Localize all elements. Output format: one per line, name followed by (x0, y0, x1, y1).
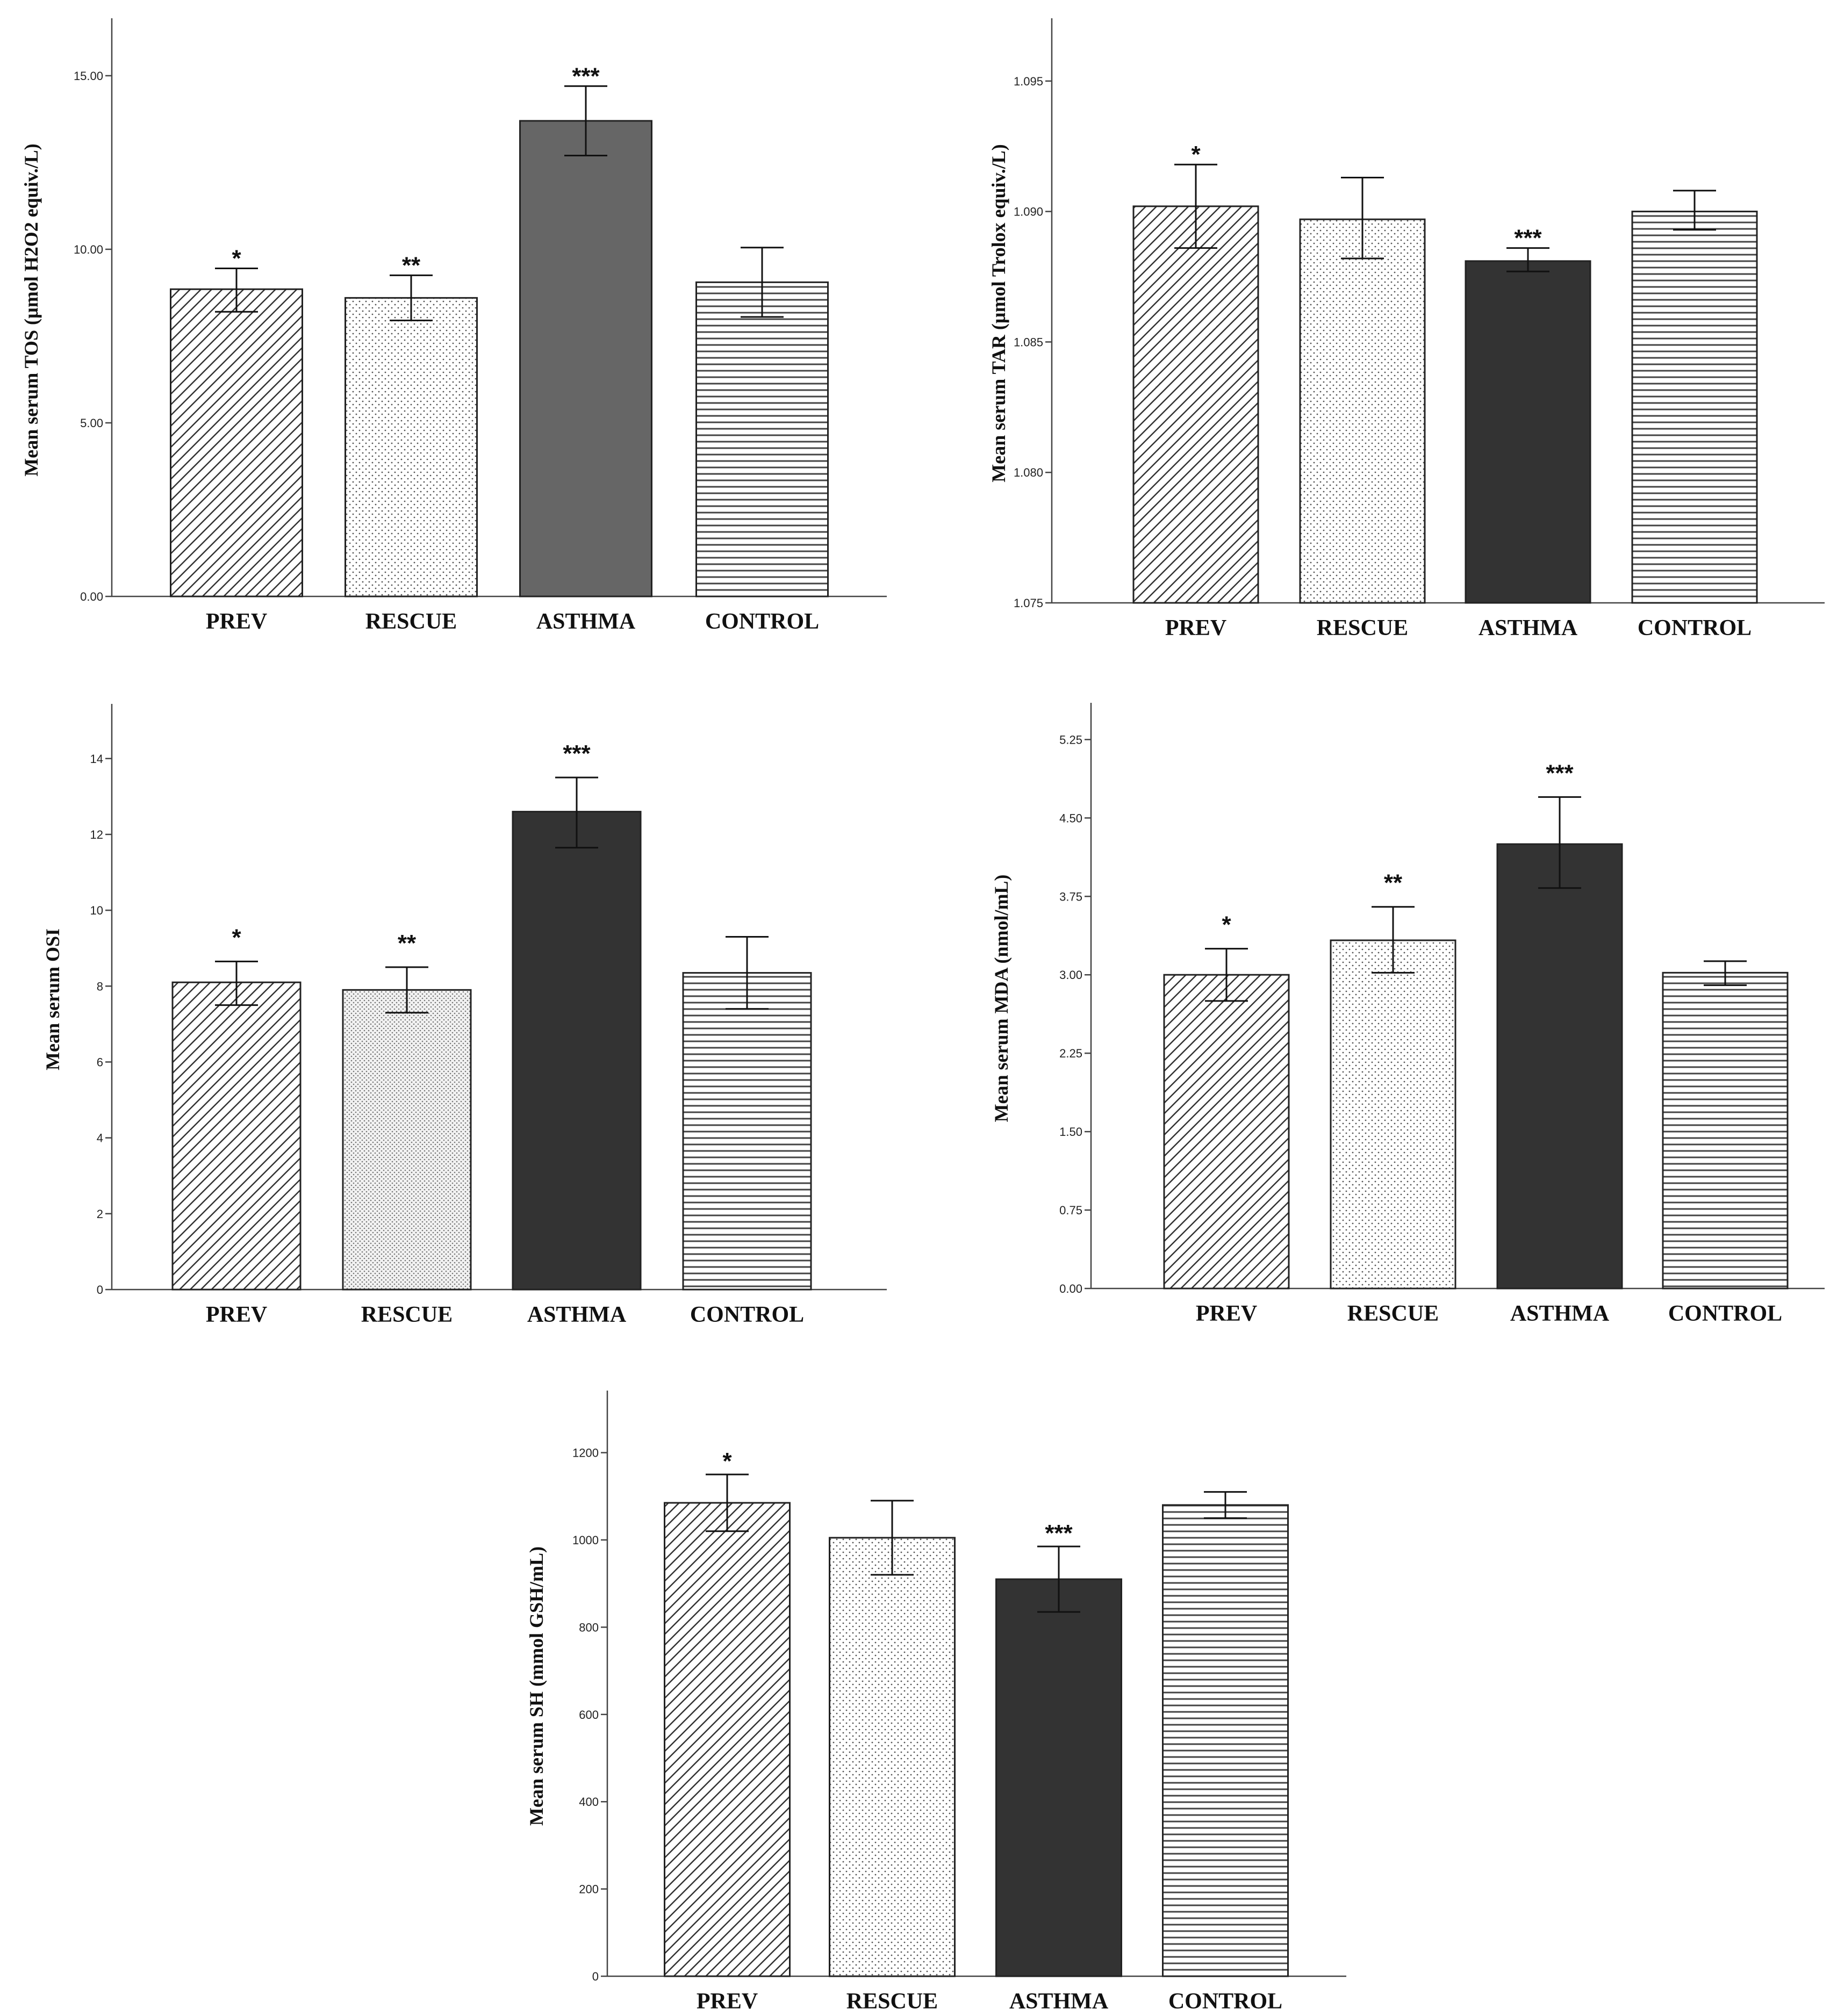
y-tick-label: 10.00 (74, 243, 103, 256)
significance-label: * (232, 245, 241, 271)
y-tick-label: 1.090 (1014, 205, 1043, 219)
y-tick-label: 2.25 (1059, 1047, 1082, 1060)
category-label-asthma: ASTHMA (1009, 1989, 1109, 2014)
y-tick-label: 6 (97, 1055, 103, 1069)
significance-label: *** (563, 740, 591, 767)
y-tick-label: 1.50 (1059, 1125, 1082, 1139)
bar-rescue (829, 1537, 956, 1977)
bar-asthma (1496, 843, 1623, 1290)
y-tick-label: 400 (579, 1795, 599, 1809)
bar-prev (1132, 205, 1259, 604)
y-tick-label: 3.75 (1059, 890, 1082, 903)
y-tick-label: 10 (90, 904, 103, 917)
y-tick-label: 5.25 (1059, 733, 1082, 746)
significance-label: ** (402, 252, 421, 278)
significance-label: *** (1045, 1520, 1073, 1546)
y-tick-label: 1.085 (1014, 335, 1043, 349)
y-tick-label: 8 (97, 980, 103, 993)
category-label-control: CONTROL (1668, 1301, 1782, 1326)
significance-label: ** (1384, 870, 1403, 896)
y-tick-label: 3.00 (1059, 968, 1082, 982)
y-tick-label: 5.00 (80, 416, 103, 430)
chart-sh: 0 200 400 600 800 1000 1200 Mean serum SH (mmol… (526, 1391, 1346, 2014)
y-tick-label: 1.095 (1014, 75, 1043, 88)
category-label-asthma: ASTHMA (1510, 1301, 1610, 1326)
category-label-rescue: RESCUE (846, 1989, 938, 2014)
y-tick-label: 200 (579, 1883, 599, 1896)
y-axis-title: Mean serum SH (mmol GSH/mL) (526, 1546, 547, 1826)
y-tick-label: 2 (97, 1207, 103, 1221)
y-axis-title: Mean serum OSI (42, 928, 63, 1070)
y-axis-title: Mean serum MDA (nmol/mL) (991, 875, 1012, 1122)
category-label-rescue: RESCUE (361, 1302, 453, 1327)
category-label-control: CONTROL (1638, 616, 1752, 640)
significance-label: *** (572, 63, 600, 89)
category-label-prev: PREV (1196, 1301, 1257, 1326)
bar-rescue (1299, 218, 1426, 604)
y-axis-title: Mean serum TOS (µmol H2O2 equiv./L) (20, 143, 42, 476)
y-tick-label: 12 (90, 828, 103, 841)
significance-label: *** (1546, 760, 1574, 786)
category-label-asthma: ASTHMA (1479, 616, 1578, 640)
bar-control (1631, 211, 1758, 604)
category-label-control: CONTROL (690, 1302, 804, 1327)
y-tick-label: 4.50 (1059, 811, 1082, 825)
y-tick-label: 4 (97, 1132, 103, 1145)
category-label-control: CONTROL (705, 609, 819, 634)
bar-prev (1163, 974, 1290, 1290)
y-tick-label: 800 (579, 1621, 599, 1634)
bar-rescue (345, 297, 478, 597)
chart-mda: 0.00 0.75 1.50 2.25 3.00 3.75 4.50 5.25 Mean ser… (991, 703, 1825, 1326)
bar-prev (170, 288, 303, 597)
y-tick-label: 0 (97, 1283, 103, 1297)
category-label-prev: PREV (1165, 616, 1226, 640)
category-label-asthma: ASTHMA (527, 1302, 627, 1327)
y-tick-label: 0.00 (80, 590, 103, 603)
chart-osi: 0 2 4 6 8 10 12 14 Mean serum OSI * PREV ** RESCUE **… (42, 704, 887, 1327)
bar-prev (664, 1502, 791, 1977)
y-tick-label: 0.00 (1059, 1282, 1082, 1295)
chart-tos: 0.00 5.00 10.00 15.00 Mean serum TOS (µmol H… (20, 18, 887, 634)
category-label-prev: PREV (206, 609, 267, 634)
category-label-asthma: ASTHMA (536, 609, 636, 634)
category-label-control: CONTROL (1168, 1989, 1282, 2014)
bar-control (695, 281, 829, 597)
y-tick-label: 15.00 (74, 69, 103, 83)
bar-asthma (995, 1578, 1122, 1977)
y-tick-label: 0 (592, 1970, 599, 1983)
bar-asthma (512, 811, 642, 1291)
bar-prev (171, 981, 302, 1291)
bar-rescue (342, 989, 472, 1291)
category-label-prev: PREV (206, 1302, 267, 1327)
chart-tar: 1.075 1.080 1.085 1.090 1.095 Mean serum TAR … (988, 18, 1825, 640)
bar-control (1662, 971, 1789, 1290)
category-label-rescue: RESCUE (365, 609, 457, 634)
significance-label: *** (1514, 225, 1542, 251)
y-tick-label: 1.075 (1014, 596, 1043, 610)
category-label-rescue: RESCUE (1317, 616, 1408, 640)
bar-asthma (519, 120, 652, 597)
significance-label: * (1222, 912, 1231, 938)
y-tick-label: 14 (90, 752, 103, 766)
bar-control (682, 972, 812, 1291)
y-axis-title: Mean serum TAR (µmol Trolox equiv./L) (988, 144, 1009, 482)
category-label-rescue: RESCUE (1347, 1301, 1439, 1326)
y-tick-label: 600 (579, 1708, 599, 1722)
y-tick-label: 1.080 (1014, 466, 1043, 479)
bar-control (1162, 1504, 1289, 1977)
y-tick-label: 1200 (572, 1446, 599, 1460)
category-label-prev: PREV (697, 1989, 758, 2014)
significance-label: * (232, 924, 241, 951)
y-tick-label: 1000 (572, 1533, 599, 1547)
bar-asthma (1465, 260, 1591, 604)
significance-label: ** (398, 930, 417, 956)
bar-rescue (1330, 939, 1456, 1290)
significance-label: * (1191, 141, 1201, 168)
y-tick-label: 0.75 (1059, 1204, 1082, 1217)
significance-label: * (722, 1448, 732, 1474)
